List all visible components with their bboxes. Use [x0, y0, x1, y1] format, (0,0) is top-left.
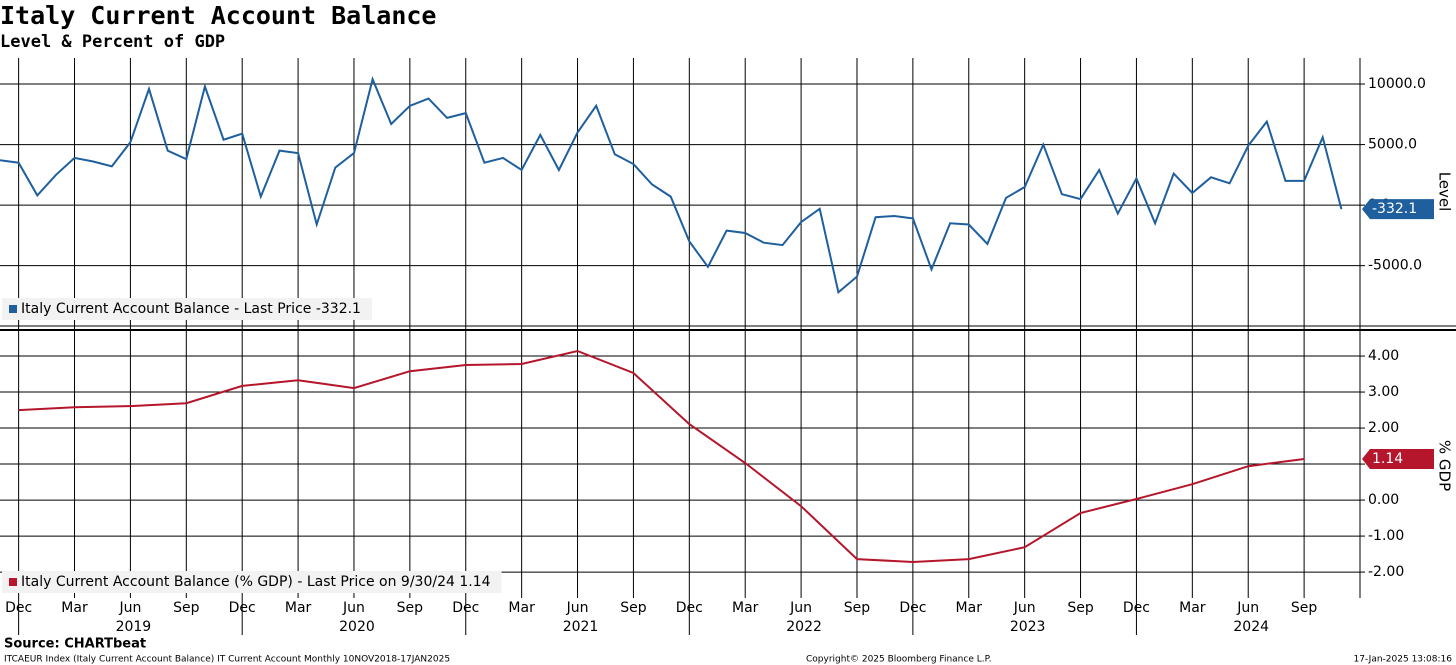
y-tick-label: 4.00 [1368, 348, 1399, 364]
x-year-label: 2023 [1010, 619, 1046, 635]
timestamp: 17-Jan-2025 13:08:16 [1353, 655, 1452, 665]
x-tick-label: Jun [566, 600, 589, 616]
legend-swatch [9, 305, 17, 313]
axis-title: Level [1436, 172, 1454, 212]
line-series [18, 349, 1305, 564]
last-value-tag [1362, 199, 1434, 220]
x-tick-label: Dec [676, 600, 703, 616]
chart-subtitle: Level & Percent of GDP [0, 32, 225, 52]
y-tick-label: 5000.0 [1368, 137, 1417, 153]
y-tick-label: -1.00 [1368, 528, 1404, 544]
x-tick-label: Sep [1067, 600, 1094, 616]
y-tick-label: -2.00 [1368, 564, 1404, 580]
x-tick-label: Mar [508, 600, 535, 616]
copyright: Copyright© 2025 Bloomberg Finance L.P. [806, 655, 991, 665]
x-tick-label: Dec [1123, 600, 1150, 616]
x-year-label: 2019 [116, 619, 152, 635]
x-tick-label: Mar [61, 600, 88, 616]
x-tick-label: Sep [844, 600, 871, 616]
chart-title: Italy Current Account Balance [0, 1, 437, 30]
legend-label: Italy Current Account Balance (% GDP) - … [21, 574, 491, 590]
x-tick-label: Dec [899, 600, 926, 616]
x-tick-label: Jun [1236, 600, 1259, 616]
x-year-label: 2021 [563, 619, 599, 635]
y-tick-label: -5000.0 [1368, 258, 1422, 274]
x-year-label: 2020 [339, 619, 375, 635]
x-year-label: 2024 [1233, 619, 1269, 635]
legend-bg [2, 298, 372, 320]
x-tick-label: Sep [1291, 600, 1318, 616]
last-value-tag [1362, 449, 1434, 470]
x-tick-label: Jun [342, 600, 365, 616]
ticker: ITCAEUR Index (Italy Current Account Bal… [4, 655, 450, 665]
x-tick-label: Mar [1179, 600, 1206, 616]
axis-title: % GDP [1436, 440, 1454, 491]
x-tick-label: Mar [956, 600, 983, 616]
x-tick-label: Sep [397, 600, 424, 616]
line-series [0, 76, 1343, 295]
y-tick-label: 0.00 [1368, 492, 1399, 508]
x-tick-label: Mar [285, 600, 312, 616]
x-tick-label: Sep [620, 600, 647, 616]
legend-label: Italy Current Account Balance - Last Pri… [21, 301, 361, 317]
legend-bg [2, 571, 502, 593]
x-tick-label: Mar [732, 600, 759, 616]
x-tick-label: Dec [5, 600, 32, 616]
last-value-label: -332.1 [1372, 201, 1417, 217]
legend-swatch [9, 578, 17, 586]
x-year-label: 2022 [786, 619, 822, 635]
x-tick-label: Dec [229, 600, 256, 616]
x-tick-label: Jun [1013, 600, 1036, 616]
last-value-label: 1.14 [1372, 451, 1403, 467]
x-tick-label: Jun [118, 600, 141, 616]
x-tick-label: Jun [789, 600, 812, 616]
x-tick-label: Dec [452, 600, 479, 616]
y-tick-label: 2.00 [1368, 420, 1399, 436]
x-tick-label: Sep [173, 600, 200, 616]
source: Source: CHARTbeat [4, 637, 146, 652]
y-tick-label: 10000.0 [1368, 76, 1426, 92]
y-tick-label: 3.00 [1368, 384, 1399, 400]
